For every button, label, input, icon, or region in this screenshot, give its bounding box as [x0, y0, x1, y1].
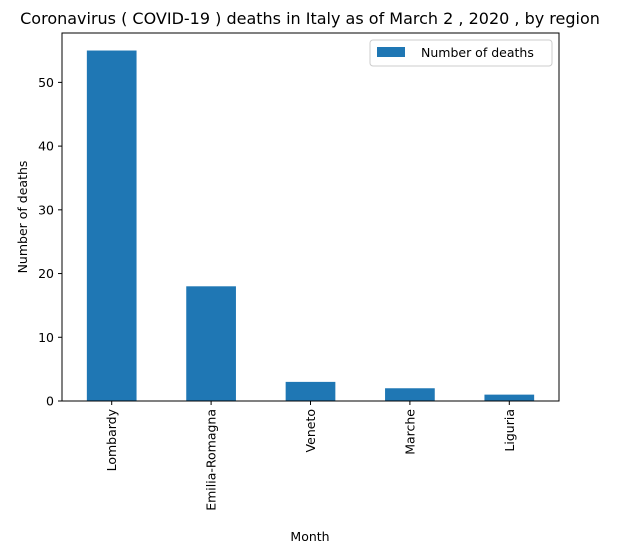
- y-tick-label: 10: [38, 330, 54, 345]
- legend-box: [369, 39, 553, 67]
- legend-label: Number of deaths: [421, 45, 534, 60]
- bar-veneto: [285, 381, 336, 401]
- x-axis: Lombardy Emilia-Romagna Veneto Marche Liguri…: [104, 401, 517, 511]
- y-tick-label: 0: [46, 394, 54, 409]
- plot-frame: [61, 32, 560, 402]
- legend: Number of deaths: [369, 39, 553, 67]
- y-axis-label: Number of deaths: [15, 161, 30, 274]
- y-tick-label: 20: [38, 266, 54, 281]
- y-tick-label: 40: [38, 139, 54, 154]
- bar-liguria: [484, 394, 535, 401]
- bars-group: [86, 50, 535, 402]
- y-tick-label: 50: [38, 75, 54, 90]
- bar-marche: [385, 388, 435, 401]
- x-tick-label: Liguria: [502, 409, 517, 452]
- bar-lombardy: [86, 50, 137, 402]
- y-tick-label: 30: [38, 202, 54, 217]
- x-tick-label: Marche: [402, 409, 417, 455]
- x-axis-label: Month: [290, 529, 329, 544]
- y-axis: 0 10 20 30 40 50: [38, 75, 62, 409]
- chart-title: Coronavirus ( COVID-19 ) deaths in Italy…: [20, 9, 600, 28]
- legend-swatch: [377, 47, 405, 57]
- x-tick-label: Lombardy: [104, 408, 119, 471]
- bar-emilia-romagna: [186, 286, 236, 401]
- x-tick-label: Veneto: [303, 409, 318, 452]
- x-tick-label: Emilia-Romagna: [204, 409, 219, 511]
